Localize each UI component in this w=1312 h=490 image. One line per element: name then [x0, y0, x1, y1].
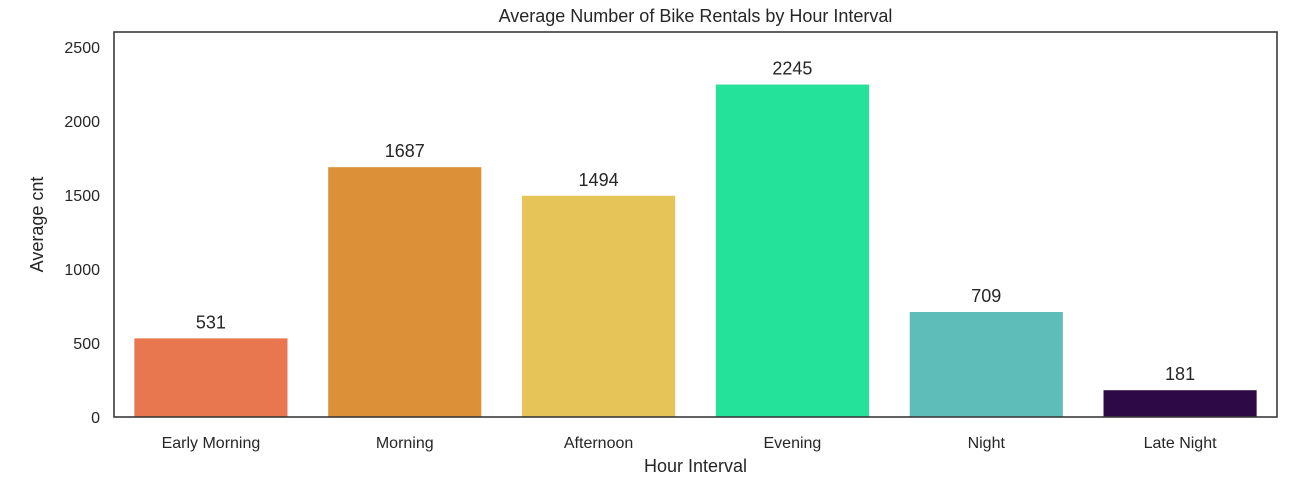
x-tick-label: Late Night [1144, 435, 1217, 452]
y-tick-label: 0 [91, 410, 100, 427]
x-tick-label: Afternoon [564, 435, 633, 452]
x-tick-label: Night [968, 435, 1006, 452]
bar-afternoon [522, 195, 676, 417]
y-tick-label: 1500 [64, 188, 100, 205]
data-label: 1687 [385, 141, 425, 161]
bars [134, 84, 1257, 417]
x-axis-ticks: Early Morning Morning Afternoon Evening Nigh… [162, 435, 1218, 452]
y-tick-label: 500 [73, 336, 100, 353]
bar-late-night [1103, 390, 1257, 417]
data-label: 1494 [579, 170, 619, 190]
x-axis-label: Hour Interval [644, 456, 747, 476]
y-tick-label: 1000 [64, 262, 100, 279]
bar-evening [715, 84, 869, 417]
y-axis-ticks: 0 500 1000 1500 2000 2500 [64, 40, 100, 427]
data-label: 181 [1165, 364, 1195, 384]
x-tick-label: Morning [376, 435, 434, 452]
x-tick-label: Evening [764, 435, 822, 452]
data-label: 2245 [772, 59, 812, 79]
x-tick-label: Early Morning [162, 435, 261, 452]
y-axis-label: Average cnt [27, 177, 47, 273]
bar-early-morning [134, 338, 288, 417]
bar-morning [328, 167, 482, 417]
y-tick-label: 2500 [64, 40, 100, 57]
data-labels: 531 1687 1494 2245 709 181 [196, 59, 1195, 385]
data-label: 531 [196, 312, 226, 332]
bar-night [909, 312, 1063, 417]
data-label: 709 [971, 286, 1001, 306]
y-tick-label: 2000 [64, 114, 100, 131]
plot-frame [113, 31, 1278, 418]
chart-title: Average Number of Bike Rentals by Hour I… [499, 6, 893, 26]
